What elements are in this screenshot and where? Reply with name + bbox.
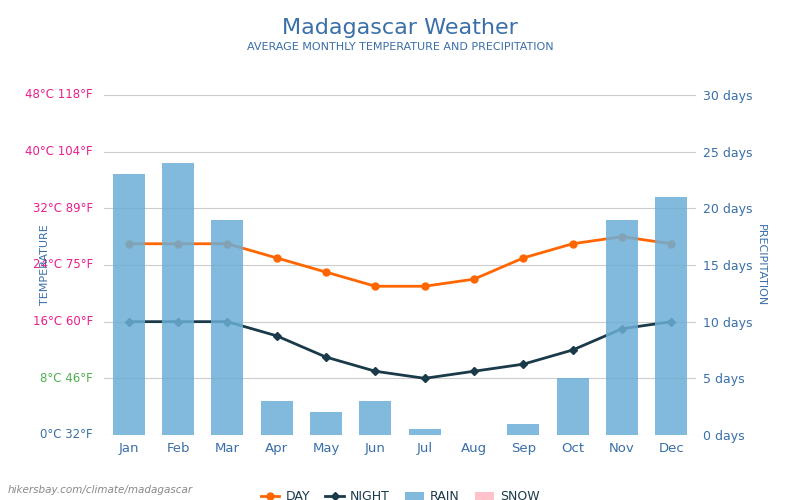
Text: 32°C 89°F: 32°C 89°F	[33, 202, 93, 215]
Bar	[359, 401, 391, 435]
Text: hikersbay.com/climate/madagascar: hikersbay.com/climate/madagascar	[8, 485, 193, 495]
Text: PRECIPITATION: PRECIPITATION	[756, 224, 766, 306]
Text: 16°C 60°F: 16°C 60°F	[33, 315, 93, 328]
Text: 40°C 104°F: 40°C 104°F	[26, 145, 93, 158]
Bar	[655, 197, 687, 435]
Legend: DAY, NIGHT, RAIN, SNOW: DAY, NIGHT, RAIN, SNOW	[256, 486, 544, 500]
Text: Madagascar Weather: Madagascar Weather	[282, 18, 518, 38]
Bar	[162, 163, 194, 435]
Text: 8°C 46°F: 8°C 46°F	[40, 372, 93, 385]
Text: TEMPERATURE: TEMPERATURE	[40, 224, 50, 306]
Text: 48°C 118°F: 48°C 118°F	[26, 88, 93, 102]
Bar	[261, 401, 293, 435]
Bar	[310, 412, 342, 435]
Bar	[409, 430, 441, 435]
Bar	[557, 378, 589, 435]
Bar	[211, 220, 243, 435]
Text: AVERAGE MONTHLY TEMPERATURE AND PRECIPITATION: AVERAGE MONTHLY TEMPERATURE AND PRECIPIT…	[246, 42, 554, 52]
Text: 0°C 32°F: 0°C 32°F	[40, 428, 93, 442]
Bar	[507, 424, 539, 435]
Bar	[113, 174, 145, 435]
Bar	[606, 220, 638, 435]
Text: 24°C 75°F: 24°C 75°F	[33, 258, 93, 272]
